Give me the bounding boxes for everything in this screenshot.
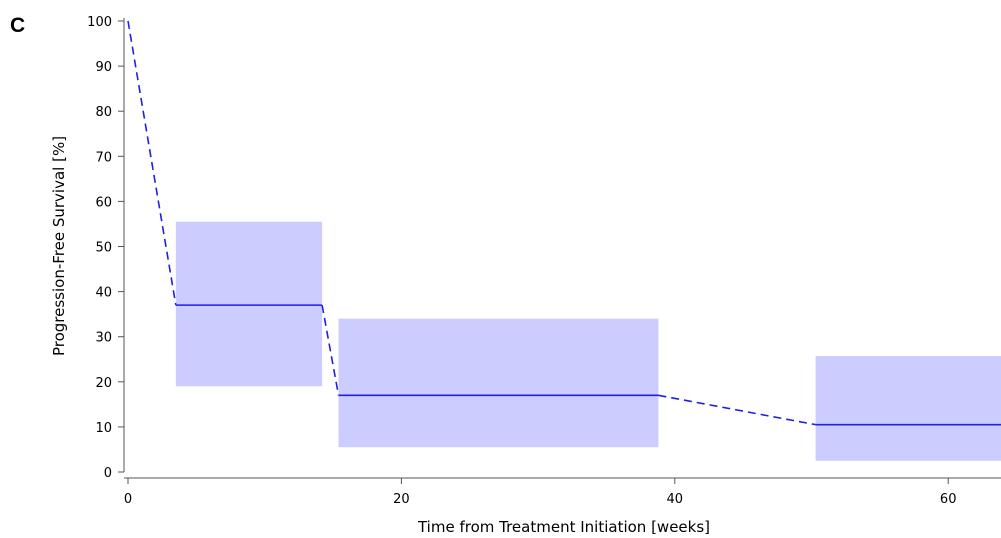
confidence-band (815, 356, 1001, 461)
y-tick-label: 0 (104, 466, 112, 481)
confidence-band (338, 318, 659, 448)
confidence-band (175, 221, 323, 387)
y-ticks: 0 10 20 30 40 50 60 70 80 90 100 (87, 15, 124, 481)
y-tick-label: 100 (87, 15, 112, 30)
y-tick-label: 80 (95, 105, 112, 120)
confidence-bands (175, 221, 1001, 461)
dashed-segment (321, 304, 340, 396)
y-axis-title: Progression-Free Survival [%] (50, 136, 68, 356)
y-tick-label: 30 (95, 331, 112, 346)
x-tick-label: 0 (124, 492, 132, 507)
y-tick-label: 60 (95, 195, 112, 210)
panel-label: C (10, 14, 26, 37)
y-tick-label: 70 (95, 150, 112, 165)
axes (123, 18, 1001, 479)
y-tick-label: 50 (95, 241, 112, 256)
y-tick-label: 40 (95, 286, 112, 301)
x-tick-label: 20 (393, 492, 410, 507)
survival-curve (127, 20, 1001, 426)
x-axis-title: Time from Treatment Initiation [weeks] (417, 518, 710, 536)
y-tick-label: 90 (95, 60, 112, 75)
dashed-segment (127, 20, 177, 306)
x-tick-label: 40 (667, 492, 684, 507)
y-tick-label: 20 (95, 376, 112, 391)
x-ticks: 0 20 40 60 (124, 478, 957, 507)
y-tick-label: 10 (95, 421, 112, 436)
x-tick-label: 60 (940, 492, 957, 507)
dashed-segment (658, 394, 816, 426)
